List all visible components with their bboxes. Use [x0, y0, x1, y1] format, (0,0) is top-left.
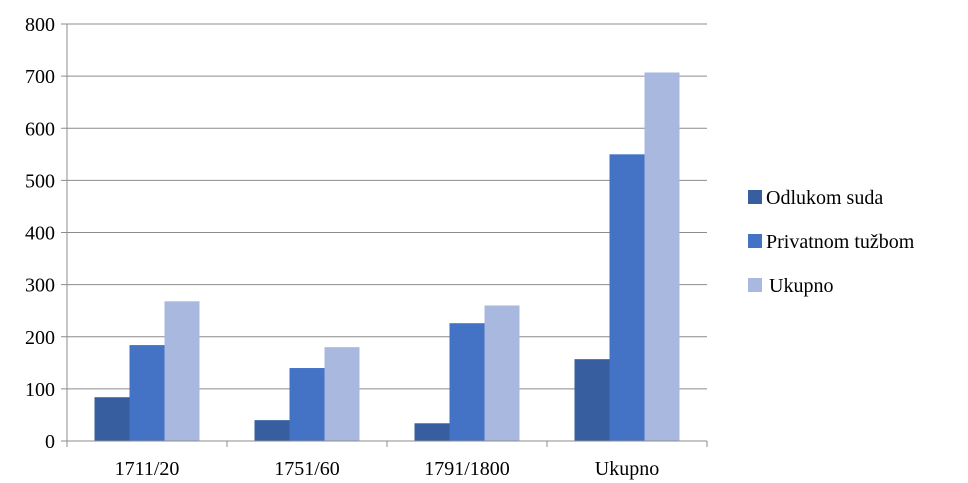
y-tick-label: 400	[25, 223, 55, 245]
y-tick-label: 600	[25, 118, 55, 140]
legend-label: Odlukom suda	[766, 187, 883, 209]
bar-privatnom-tužbom-0	[129, 345, 165, 441]
bar-odlukom-suda-3	[574, 359, 610, 441]
x-tick-label: 1791/1800	[424, 458, 510, 480]
bar-privatnom-tužbom-1	[289, 368, 325, 441]
y-tick-label: 200	[25, 327, 55, 349]
bars	[94, 72, 680, 441]
legend-label: Ukupno	[769, 275, 833, 297]
legend: Odlukom suda Privatnom tužbom Ukupno	[748, 187, 915, 297]
bar-ukupno-1	[324, 347, 360, 441]
bar-ukupno-3	[644, 72, 680, 441]
y-tick-label: 100	[25, 379, 55, 401]
y-tick-label: 300	[25, 275, 55, 297]
y-tick-label: 800	[25, 14, 55, 36]
y-axis: 0 100 200 300 400 500 600 700 800	[25, 14, 68, 453]
bar-privatnom-tužbom-3	[609, 154, 645, 441]
y-tick-label: 500	[25, 170, 55, 192]
x-tick-label: Ukupno	[595, 458, 659, 480]
legend-swatch	[748, 190, 762, 204]
bar-ukupno-2	[484, 305, 520, 441]
legend-swatch	[748, 278, 762, 292]
bar-odlukom-suda-1	[254, 420, 290, 441]
legend-swatch	[748, 234, 762, 248]
x-tick-label: 1711/20	[115, 458, 180, 480]
bar-ukupno-0	[164, 301, 200, 441]
x-tick-label: 1751/60	[274, 458, 340, 480]
legend-label: Privatnom tužbom	[766, 231, 915, 253]
y-tick-label: 0	[45, 431, 55, 453]
bar-odlukom-suda-2	[414, 423, 450, 441]
bar-odlukom-suda-0	[94, 397, 130, 441]
y-tick-label: 700	[25, 66, 55, 88]
bar-privatnom-tužbom-2	[449, 323, 485, 441]
x-axis: 1711/20 1751/60 1791/1800 Ukupno	[66, 440, 708, 480]
